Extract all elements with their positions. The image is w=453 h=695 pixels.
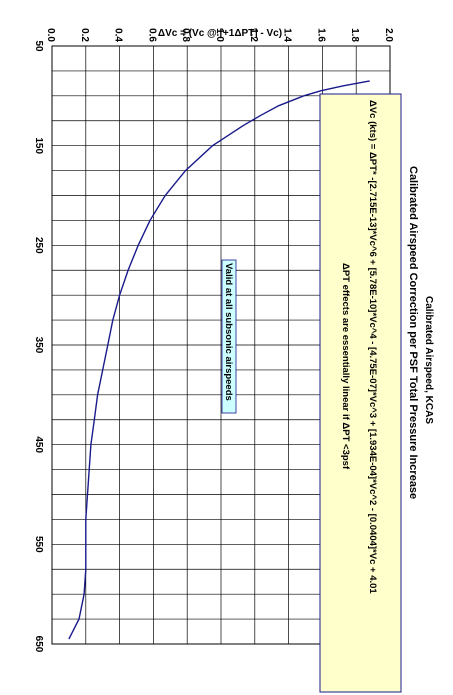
value-tick-label: 1.6 <box>315 28 326 42</box>
equation-label: ΔVc (kts) = ΔPT* -[2.715E-13]*Vc^6 + [5.… <box>367 100 378 594</box>
value-tick-label: 1.2 <box>248 28 259 42</box>
airspeed-axis-title: Calibrated Airspeed, KCAS <box>423 296 434 424</box>
value-tick-label: 1.8 <box>349 28 360 42</box>
airspeed-tick-label: 450 <box>33 436 44 453</box>
value-tick-label: 0.4 <box>113 28 124 42</box>
airspeed-tick-label: 150 <box>33 137 44 154</box>
value-tick-label: 0.8 <box>180 28 191 42</box>
airspeed-tick-label: 50 <box>33 40 44 52</box>
value-tick-label: 1.4 <box>282 28 293 42</box>
equation-note-box <box>319 93 402 693</box>
value-axis-title: ΔVc = (Vc @ [+1ΔPT] - Vc) <box>158 28 282 39</box>
value-tick-label: 0.0 <box>45 28 56 42</box>
value-tick-label: 2.0 <box>383 28 394 42</box>
airspeed-tick-label: 250 <box>33 237 44 254</box>
value-tick-label: 0.2 <box>79 28 90 42</box>
value-tick-label: 1.0 <box>214 28 225 42</box>
value-tick-label: 0.6 <box>146 28 157 42</box>
value-axis-ticks: 0.0 0.2 0.4 0.6 0.8 1.0 1.2 1.4 1.6 1.8 2.0 <box>45 28 394 42</box>
airspeed-axis-ticks: 50 150 250 350 450 550 650 <box>33 40 44 652</box>
airspeed-tick-label: 650 <box>33 636 44 653</box>
validity-label: Valid at all subsonic airspeeds <box>223 263 234 401</box>
validity-label-box <box>221 259 237 414</box>
chart-title: Calibrated Airspeed Correction per PSF T… <box>407 166 419 499</box>
airspeed-tick-label: 350 <box>33 337 44 354</box>
airspeed-tick-label: 550 <box>33 536 44 553</box>
linearity-note-label: ΔPT effects are essentially linear if ΔP… <box>340 263 351 470</box>
correction-curve <box>68 80 370 640</box>
